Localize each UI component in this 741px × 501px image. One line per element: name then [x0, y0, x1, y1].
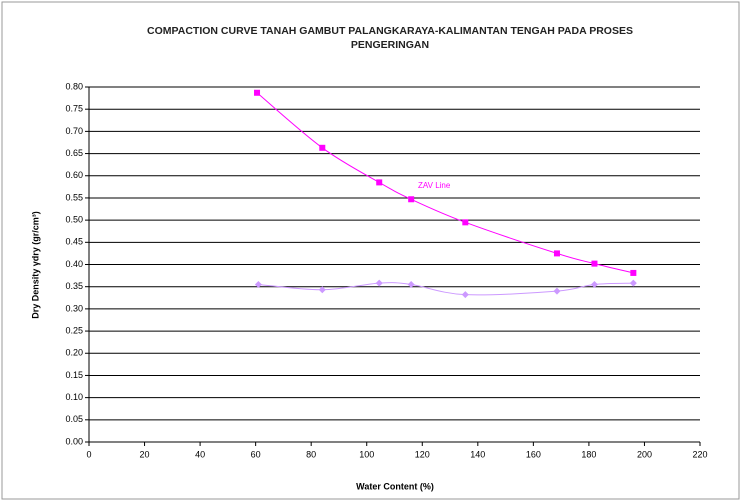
- x-tick-label: 140: [470, 449, 485, 459]
- point: [376, 179, 382, 185]
- x-tick-label: 120: [415, 449, 430, 459]
- y-tick-label: 0.80: [65, 81, 83, 91]
- point: [630, 270, 636, 276]
- y-axis-title: Dry Density γdry (gr/cm³): [30, 211, 40, 319]
- y-tick-label: 0.75: [65, 104, 83, 114]
- y-tick-label: 0.25: [65, 325, 83, 335]
- x-tick-label: 220: [692, 449, 707, 459]
- point: [254, 90, 260, 96]
- chart-title: COMPACTION CURVE TANAH GAMBUT PALANGKARA…: [120, 24, 660, 52]
- point: [462, 291, 469, 298]
- chart-border: [2, 2, 739, 499]
- point: [319, 286, 326, 293]
- x-tick-label: 200: [637, 449, 652, 459]
- annotation: ZAV Line: [418, 181, 451, 190]
- y-tick-label: 0.40: [65, 259, 83, 269]
- point: [554, 250, 560, 256]
- chart: Water Content (%) Dry Density γdry (gr/c…: [0, 0, 741, 501]
- x-tick-label: 180: [581, 449, 596, 459]
- x-axis-title: Water Content (%): [356, 481, 434, 491]
- y-tick-label: 0.70: [65, 126, 83, 136]
- x-tick-label: 20: [140, 449, 150, 459]
- y-tick-label: 0.50: [65, 215, 83, 225]
- y-tick-label: 0.65: [65, 148, 83, 158]
- x-tick-label: 80: [306, 449, 316, 459]
- point: [553, 288, 560, 295]
- y-tick-label: 0.05: [65, 414, 83, 424]
- y-tick-label: 0.45: [65, 237, 83, 247]
- x-tick-label: 100: [359, 449, 374, 459]
- y-tick-label: 0.60: [65, 170, 83, 180]
- y-tick-label: 0.35: [65, 281, 83, 291]
- x-tick-label: 160: [526, 449, 541, 459]
- point: [376, 280, 383, 287]
- y-tick-label: 0.10: [65, 392, 83, 402]
- point: [319, 145, 325, 151]
- x-tick-label: 40: [195, 449, 205, 459]
- y-tick-label: 0.55: [65, 192, 83, 202]
- point: [591, 261, 597, 267]
- y-tick-label: 0.00: [65, 436, 83, 446]
- y-tick-label: 0.20: [65, 348, 83, 358]
- point: [630, 280, 637, 287]
- x-tick-label: 0: [86, 449, 91, 459]
- series-line: [258, 283, 633, 295]
- point: [462, 219, 468, 225]
- page: Water Content (%) Dry Density γdry (gr/c…: [0, 0, 741, 501]
- y-tick-label: 0.30: [65, 303, 83, 313]
- y-tick-label: 0.15: [65, 370, 83, 380]
- point: [408, 196, 414, 202]
- x-tick-label: 60: [251, 449, 261, 459]
